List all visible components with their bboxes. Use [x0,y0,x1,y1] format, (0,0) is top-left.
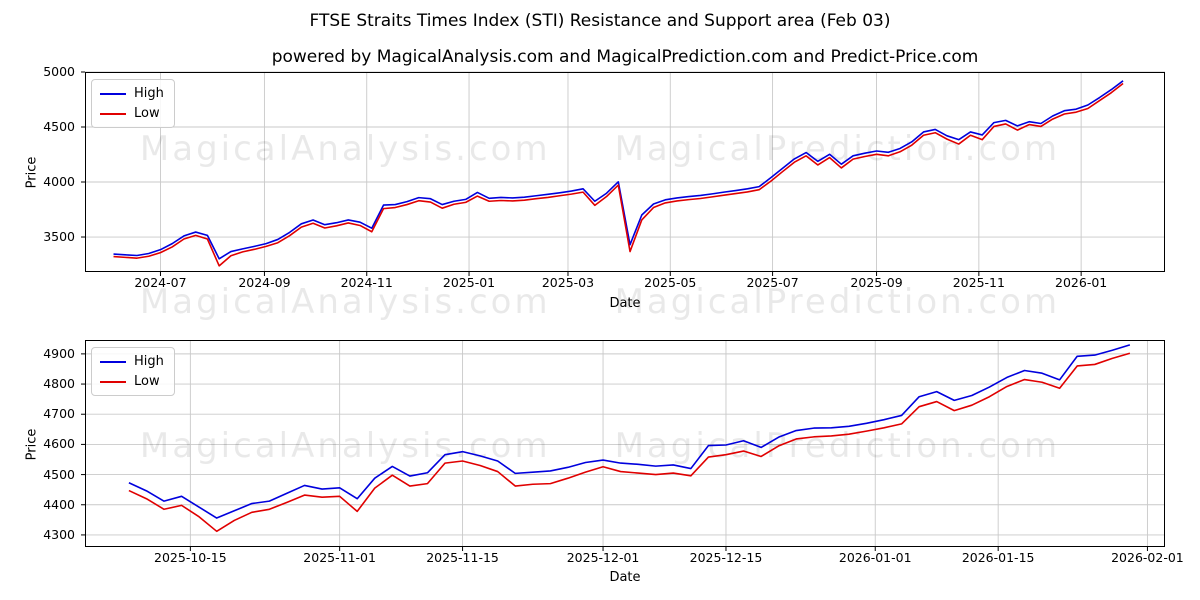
low-line-sample [100,112,126,115]
y-tick-label: 4800 [43,376,75,392]
series-line-high [113,80,1124,260]
low-line-sample [100,380,126,383]
figure-title: FTSE Straits Times Index (STI) Resistanc… [309,11,891,31]
legend-label-high: High [134,354,164,369]
series-line-low [113,82,1124,267]
y-axis-label-price-top: Price [24,156,40,189]
y-tick-label: 4300 [43,526,75,542]
y-tick-label: 4600 [43,436,75,452]
legend-item-low: Low [100,106,164,121]
legend-item-high: High [100,354,164,369]
x-tick-label: 2025-07 [746,275,799,290]
x-tick-label: 2026-01-01 [838,550,912,565]
x-tick-label: 2026-01-15 [961,550,1035,565]
x-tick-label: 2025-11 [952,275,1005,290]
y-tick-label: 4500 [43,119,75,134]
series-line-low [128,352,1131,533]
legend-label-high: High [134,86,164,101]
legend-label-low: Low [134,374,160,389]
x-tick-label: 2024-09 [238,275,291,290]
x-tick-label: 2025-01 [442,275,496,290]
legend-label-low: Low [134,106,160,121]
y-tick-label: 4700 [43,406,75,422]
grid-layer-1 [81,340,1165,551]
x-tick-label: 2025-10-15 [154,550,227,565]
legend-item-low: Low [100,374,164,389]
x-tick-label: 2026-01 [1055,275,1108,290]
series-line-high [128,344,1131,519]
x-tick-label: 2025-11-01 [303,550,376,565]
x-axis-label-date-bottom: Date [609,570,641,585]
y-tick-label: 3500 [43,229,75,245]
figure-subtitle: powered by MagicalAnalysis.com and Magic… [271,47,979,67]
y-tick-label: 4500 [43,466,75,482]
high-line-sample [100,92,126,95]
legend-top: High Low [91,79,175,128]
x-tick-label: 2025-05 [644,275,697,290]
x-tick-label: 2025-12-01 [566,550,640,565]
y-tick-label: 4000 [43,174,75,189]
grid-layer-0 [81,71,1165,276]
plot-area-1 [128,344,1131,533]
x-axis-label-date-top: Date [609,296,641,311]
x-tick-label: 2025-03 [541,275,595,290]
y-tick-label: 4900 [43,345,75,361]
x-tick-label: 2025-12-15 [689,550,763,565]
x-tick-label: 2024-07 [134,275,187,290]
legend-item-high: High [100,86,164,101]
plot-area-0 [113,80,1124,267]
x-tick-label: 2026-02-01 [1111,550,1184,565]
x-tick-label: 2025-09 [850,275,903,290]
x-tick-label: 2024-11 [340,275,393,290]
legend-bottom: High Low [91,347,175,396]
x-tick-label: 2025-11-15 [426,550,499,565]
y-tick-label: 5000 [43,64,75,79]
high-line-sample [100,360,126,363]
y-tick-label: 4400 [43,496,75,512]
